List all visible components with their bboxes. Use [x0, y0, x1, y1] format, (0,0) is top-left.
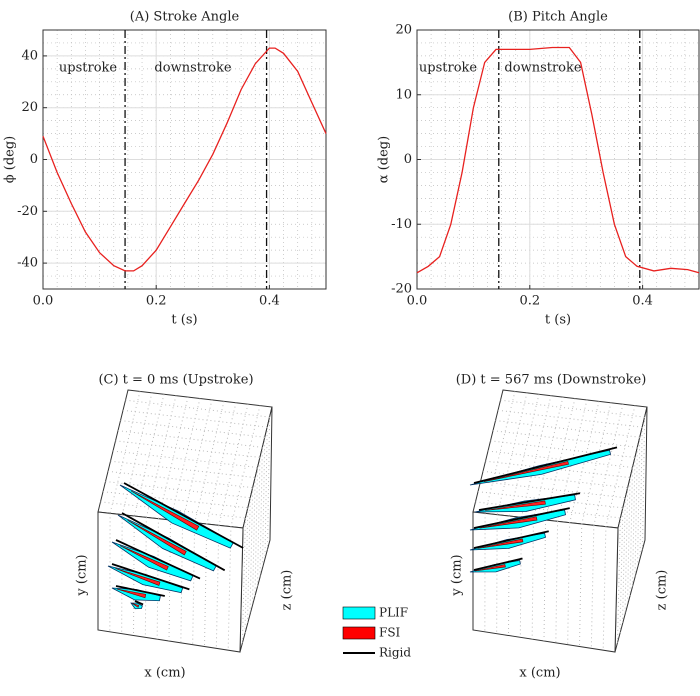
chart-title: (B) Pitch Angle: [508, 10, 608, 25]
axes: 0.0 0.2 0.4 -40 -20 0 20 40 upstroke downstroke (A…: [3, 10, 327, 328]
y-axis-label: α (deg): [377, 136, 392, 183]
annotation: upstroke: [59, 61, 118, 76]
x-tick-label: 0.4: [632, 294, 653, 309]
z-axis-label: z (cm): [655, 570, 670, 611]
x-tick-label: 0.2: [146, 294, 167, 309]
axes-3d: (C) t = 0 ms (Upstroke) x (cm) y (cm) z (cm…: [75, 373, 295, 681]
y-tick-label: 20: [395, 23, 412, 38]
y-axis-label: ϕ (deg): [3, 136, 18, 183]
legend-label: Rigid: [379, 646, 411, 660]
axes-3d: (D) t = 567 ms (Downstroke) x (cm) y (cm) z…: [450, 373, 670, 681]
y-tick-label: 0: [404, 152, 412, 167]
y-axis-label: y (cm): [75, 554, 90, 596]
x-tick-label: 0.2: [519, 294, 540, 309]
legend-label: PLIF: [379, 606, 408, 620]
annotation: downstroke: [154, 61, 231, 76]
legend-swatch: [343, 607, 375, 619]
y-axis-label: y (cm): [450, 554, 465, 596]
y-tick-label: 20: [21, 100, 38, 115]
y-tick-label: 10: [395, 87, 412, 102]
annotation: downstroke: [504, 61, 581, 76]
x-axis-label: t (s): [545, 313, 571, 328]
annotation: upstroke: [419, 61, 478, 76]
y-tick-label: -20: [17, 204, 38, 219]
chart-title: (A) Stroke Angle: [130, 10, 240, 25]
x-axis-label: x (cm): [519, 666, 560, 681]
chart-title: (C) t = 0 ms (Upstroke): [98, 373, 253, 388]
legend: PLIF FSI Rigid: [343, 606, 411, 660]
x-axis-label: t (s): [171, 313, 197, 328]
x-tick-label: 0.4: [259, 294, 280, 309]
y-tick-label: -40: [17, 256, 38, 271]
y-tick-label: 40: [21, 48, 38, 63]
legend-label: FSI: [379, 626, 401, 640]
y-tick-label: -20: [391, 282, 412, 297]
legend-swatch: [343, 627, 375, 639]
x-tick-label: 0.0: [33, 294, 54, 309]
chart-title: (D) t = 567 ms (Downstroke): [456, 373, 647, 388]
y-tick-label: -10: [391, 217, 412, 232]
y-tick-label: 0: [30, 152, 38, 167]
z-axis-label: z (cm): [280, 570, 295, 611]
x-axis-label: x (cm): [144, 666, 185, 681]
